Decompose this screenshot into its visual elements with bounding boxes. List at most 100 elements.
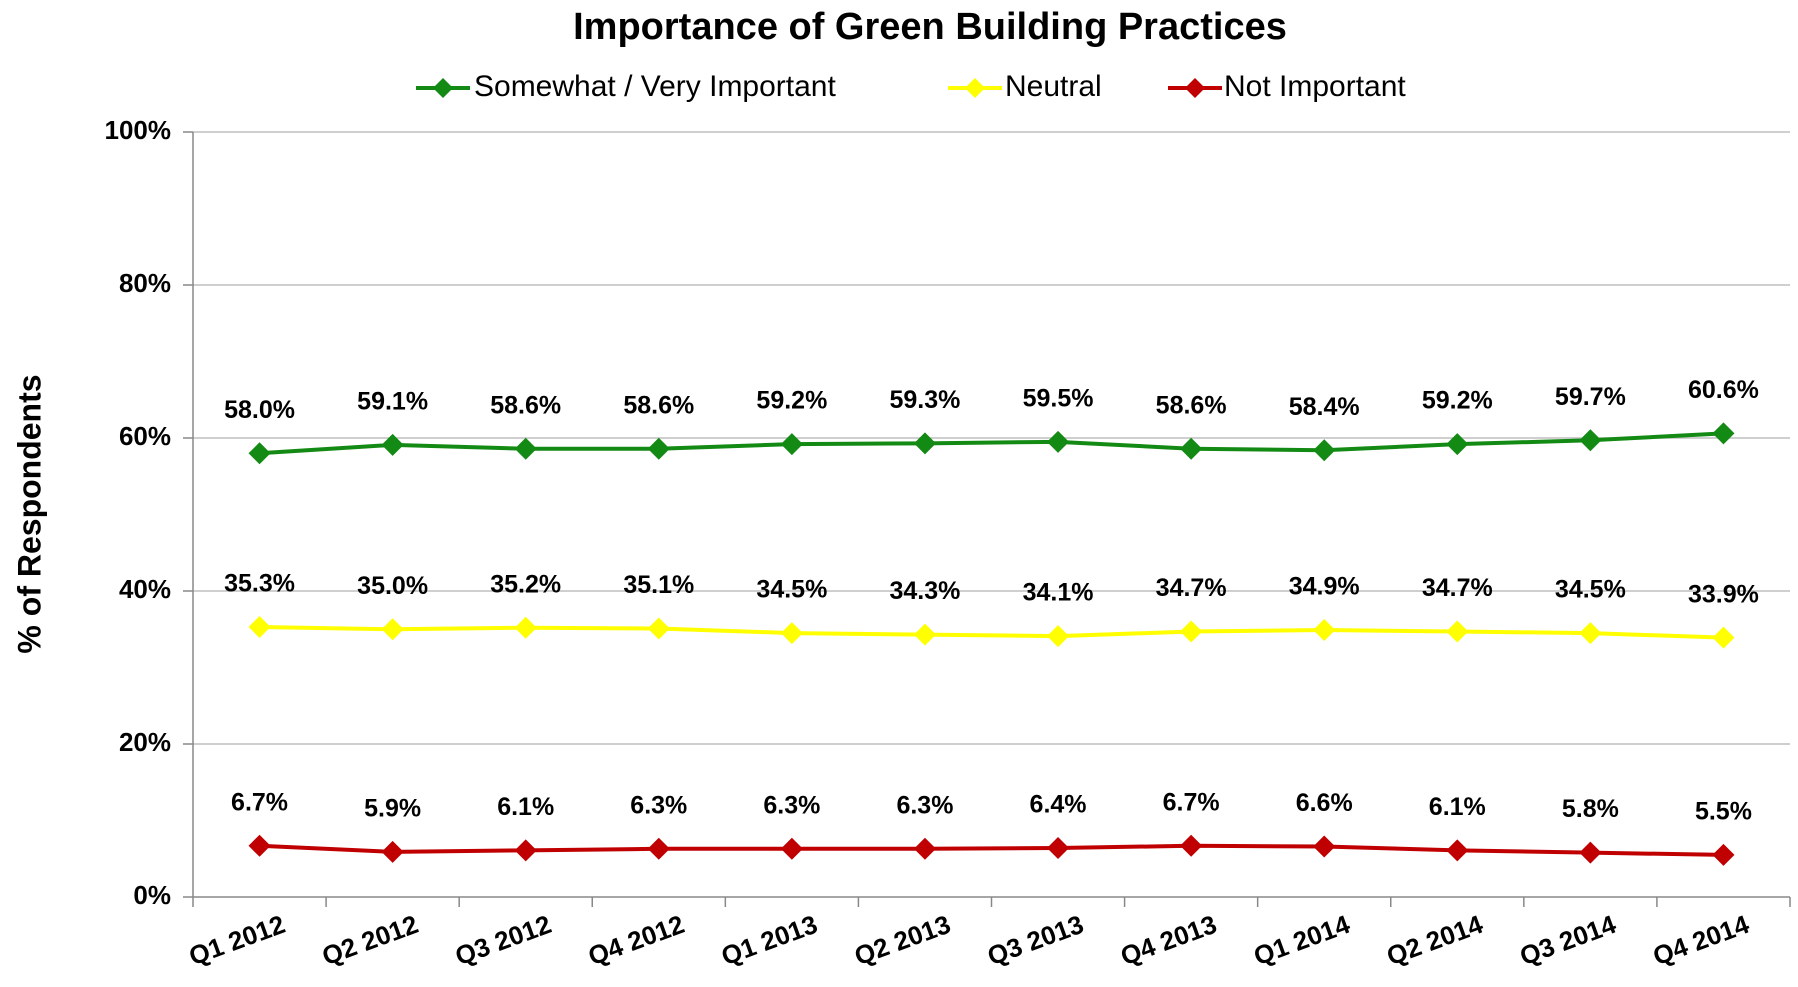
data-label: 5.9% (364, 794, 421, 822)
x-tick-label: Q4 2014 (1649, 909, 1753, 971)
data-point (1446, 839, 1469, 862)
data-label: 59.2% (1422, 387, 1493, 415)
data-label: 35.1% (623, 571, 694, 599)
x-tick-label: Q1 2014 (1250, 909, 1354, 971)
data-label: 35.2% (490, 570, 561, 598)
x-tick-label: Q4 2012 (584, 909, 688, 971)
data-label: 58.4% (1289, 393, 1360, 421)
data-point (514, 616, 537, 639)
data-label: 35.3% (224, 570, 295, 598)
data-point (1446, 433, 1469, 456)
legend-marker (1185, 78, 1205, 98)
data-label: 58.6% (623, 391, 694, 419)
data-label: 59.3% (890, 386, 961, 414)
data-point (248, 615, 271, 638)
data-label: 59.2% (756, 387, 827, 415)
series-line (259, 624, 1724, 640)
data-point (1313, 835, 1336, 858)
data-point (1313, 619, 1336, 642)
data-point (1047, 837, 1070, 860)
data-label: 5.8% (1562, 795, 1619, 823)
data-label: 6.4% (1030, 791, 1087, 819)
y-tick-label: 100% (105, 115, 172, 145)
x-tick-label: Q3 2012 (451, 909, 555, 971)
data-point (1313, 439, 1336, 462)
series-line (259, 843, 1724, 857)
data-point (1579, 622, 1602, 645)
data-point (647, 437, 670, 460)
data-point (1446, 620, 1469, 643)
data-label: 6.3% (896, 791, 953, 819)
data-point (1712, 843, 1735, 866)
y-tick-label: 0% (133, 880, 171, 910)
y-tick-label: 80% (119, 268, 171, 298)
data-point (1579, 841, 1602, 864)
data-point (913, 623, 936, 646)
data-label: 59.1% (357, 387, 428, 415)
data-label: 6.7% (231, 788, 288, 816)
data-point (913, 837, 936, 860)
data-point (381, 618, 404, 641)
data-point (514, 839, 537, 862)
legend-label: Somewhat / Very Important (474, 70, 836, 103)
data-label: 35.0% (357, 572, 428, 600)
data-label: 58.0% (224, 396, 295, 424)
data-label: 34.9% (1289, 573, 1360, 601)
data-label: 34.3% (890, 577, 961, 605)
chart-title: Importance of Green Building Practices (573, 6, 1287, 48)
data-label: 6.1% (497, 793, 554, 821)
data-label: 59.5% (1023, 384, 1094, 412)
x-tick-label: Q2 2014 (1383, 909, 1487, 971)
x-tick-label: Q1 2012 (185, 909, 289, 971)
data-point (1180, 834, 1203, 857)
data-label: 5.5% (1695, 798, 1752, 826)
x-tick-label: Q4 2013 (1117, 909, 1221, 971)
data-label: 33.9% (1688, 580, 1759, 608)
y-tick-label: 40% (119, 574, 171, 604)
data-point (1180, 437, 1203, 460)
x-tick-label: Q2 2013 (850, 909, 954, 971)
x-tick-label: Q1 2013 (717, 909, 821, 971)
data-point (381, 433, 404, 456)
data-point (248, 442, 271, 465)
data-label: 34.7% (1422, 574, 1493, 602)
y-axis-label: % of Respondents (11, 374, 47, 653)
x-tick-label: Q2 2012 (318, 909, 422, 971)
data-label: 6.3% (630, 791, 687, 819)
data-label: 34.7% (1156, 574, 1227, 602)
data-label: 58.6% (490, 391, 561, 419)
data-point (1180, 620, 1203, 643)
data-point (780, 433, 803, 456)
data-point (913, 432, 936, 455)
data-label: 6.7% (1163, 788, 1220, 816)
data-label: 59.7% (1555, 383, 1626, 411)
legend-label: Neutral (1005, 70, 1102, 103)
data-point (780, 837, 803, 860)
data-point (647, 617, 670, 640)
data-point (1047, 430, 1070, 453)
series-line (259, 431, 1724, 456)
data-point (514, 437, 537, 460)
data-label: 6.6% (1296, 789, 1353, 817)
data-point (248, 834, 271, 857)
data-point (780, 622, 803, 645)
y-tick-label: 20% (119, 727, 171, 757)
data-label: 6.3% (763, 791, 820, 819)
data-label: 60.6% (1688, 376, 1759, 404)
data-label: 58.6% (1156, 391, 1227, 419)
y-tick-label: 60% (119, 421, 171, 451)
legend-label: Not Important (1224, 70, 1406, 103)
data-point (1047, 625, 1070, 648)
data-label: 6.1% (1429, 793, 1486, 821)
legend-marker (433, 78, 453, 98)
x-tick-label: Q3 2013 (983, 909, 1087, 971)
data-point (381, 840, 404, 863)
x-tick-label: Q3 2014 (1516, 909, 1620, 971)
data-label: 34.1% (1023, 579, 1094, 607)
data-point (1712, 422, 1735, 445)
data-label: 34.5% (1555, 576, 1626, 604)
data-point (1712, 626, 1735, 649)
data-label: 34.5% (756, 576, 827, 604)
data-point (1579, 429, 1602, 452)
